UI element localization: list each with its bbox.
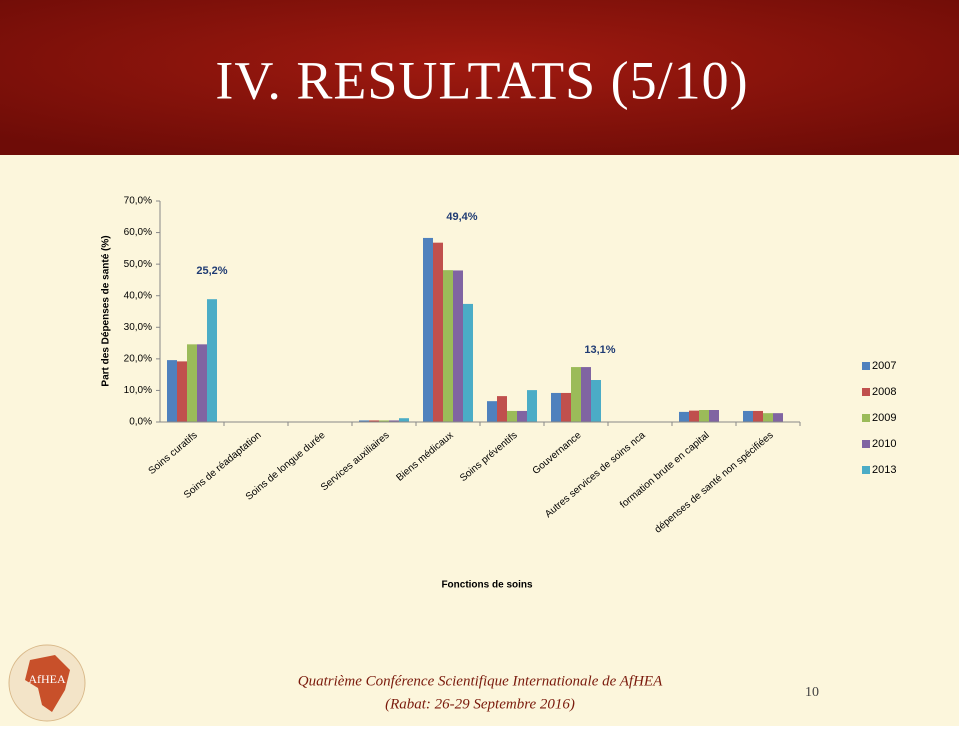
bar xyxy=(581,367,591,422)
legend-swatch xyxy=(862,388,870,396)
legend-label: 2009 xyxy=(872,412,896,424)
bar xyxy=(399,418,409,422)
annotation: 49,4% xyxy=(446,211,477,223)
y-tick-label: 20,0% xyxy=(124,353,152,364)
bar xyxy=(443,270,453,422)
bar xyxy=(571,367,581,422)
bar xyxy=(453,270,463,422)
bar xyxy=(773,413,783,422)
bar xyxy=(517,411,527,422)
bar xyxy=(463,304,473,422)
bar xyxy=(177,361,187,422)
footer-line: Quatrième Conférence Scientifique Intern… xyxy=(298,673,663,689)
annotation: 25,2% xyxy=(196,265,227,277)
bar xyxy=(699,410,709,422)
y-tick-label: 70,0% xyxy=(124,196,152,207)
bar xyxy=(207,299,217,422)
legend-label: 2013 xyxy=(872,464,896,476)
y-tick-label: 0,0% xyxy=(129,417,152,428)
y-tick-label: 30,0% xyxy=(124,322,152,333)
bar xyxy=(709,410,719,422)
bar xyxy=(433,243,443,422)
bar xyxy=(551,393,561,422)
legend-label: 2007 xyxy=(872,360,896,372)
legend-swatch xyxy=(862,362,870,370)
bar xyxy=(753,411,763,422)
bar xyxy=(763,413,773,422)
page-number: 10 xyxy=(805,685,819,700)
footer-line: (Rabat: 26-29 Septembre 2016) xyxy=(385,696,575,712)
y-tick-label: 50,0% xyxy=(124,259,152,270)
bar xyxy=(743,411,753,422)
bar xyxy=(497,396,507,422)
bar xyxy=(591,380,601,422)
logo-text: AfHEA xyxy=(28,672,66,686)
y-tick-label: 40,0% xyxy=(124,290,152,301)
x-axis-title: Fonctions de soins xyxy=(441,580,533,591)
bar xyxy=(679,412,689,422)
y-tick-label: 10,0% xyxy=(124,385,152,396)
legend-swatch xyxy=(862,466,870,474)
bar xyxy=(527,390,537,422)
legend-swatch xyxy=(862,440,870,448)
bar xyxy=(487,401,497,422)
logo: AfHEA xyxy=(9,645,85,721)
legend-label: 2010 xyxy=(872,438,896,450)
bar xyxy=(167,360,177,422)
bar xyxy=(197,344,207,422)
annotation: 13,1% xyxy=(584,344,615,356)
slide-title: IV. RESULTATS (5/10) xyxy=(215,50,748,110)
legend-label: 2008 xyxy=(872,386,896,398)
y-tick-label: 60,0% xyxy=(124,227,152,238)
bar xyxy=(561,393,571,422)
bar xyxy=(423,238,433,422)
bar xyxy=(507,411,517,422)
bar xyxy=(689,411,699,422)
y-axis-title: Part des Dépenses de santé (%) xyxy=(101,235,112,386)
bar xyxy=(187,344,197,422)
legend-swatch xyxy=(862,414,870,422)
